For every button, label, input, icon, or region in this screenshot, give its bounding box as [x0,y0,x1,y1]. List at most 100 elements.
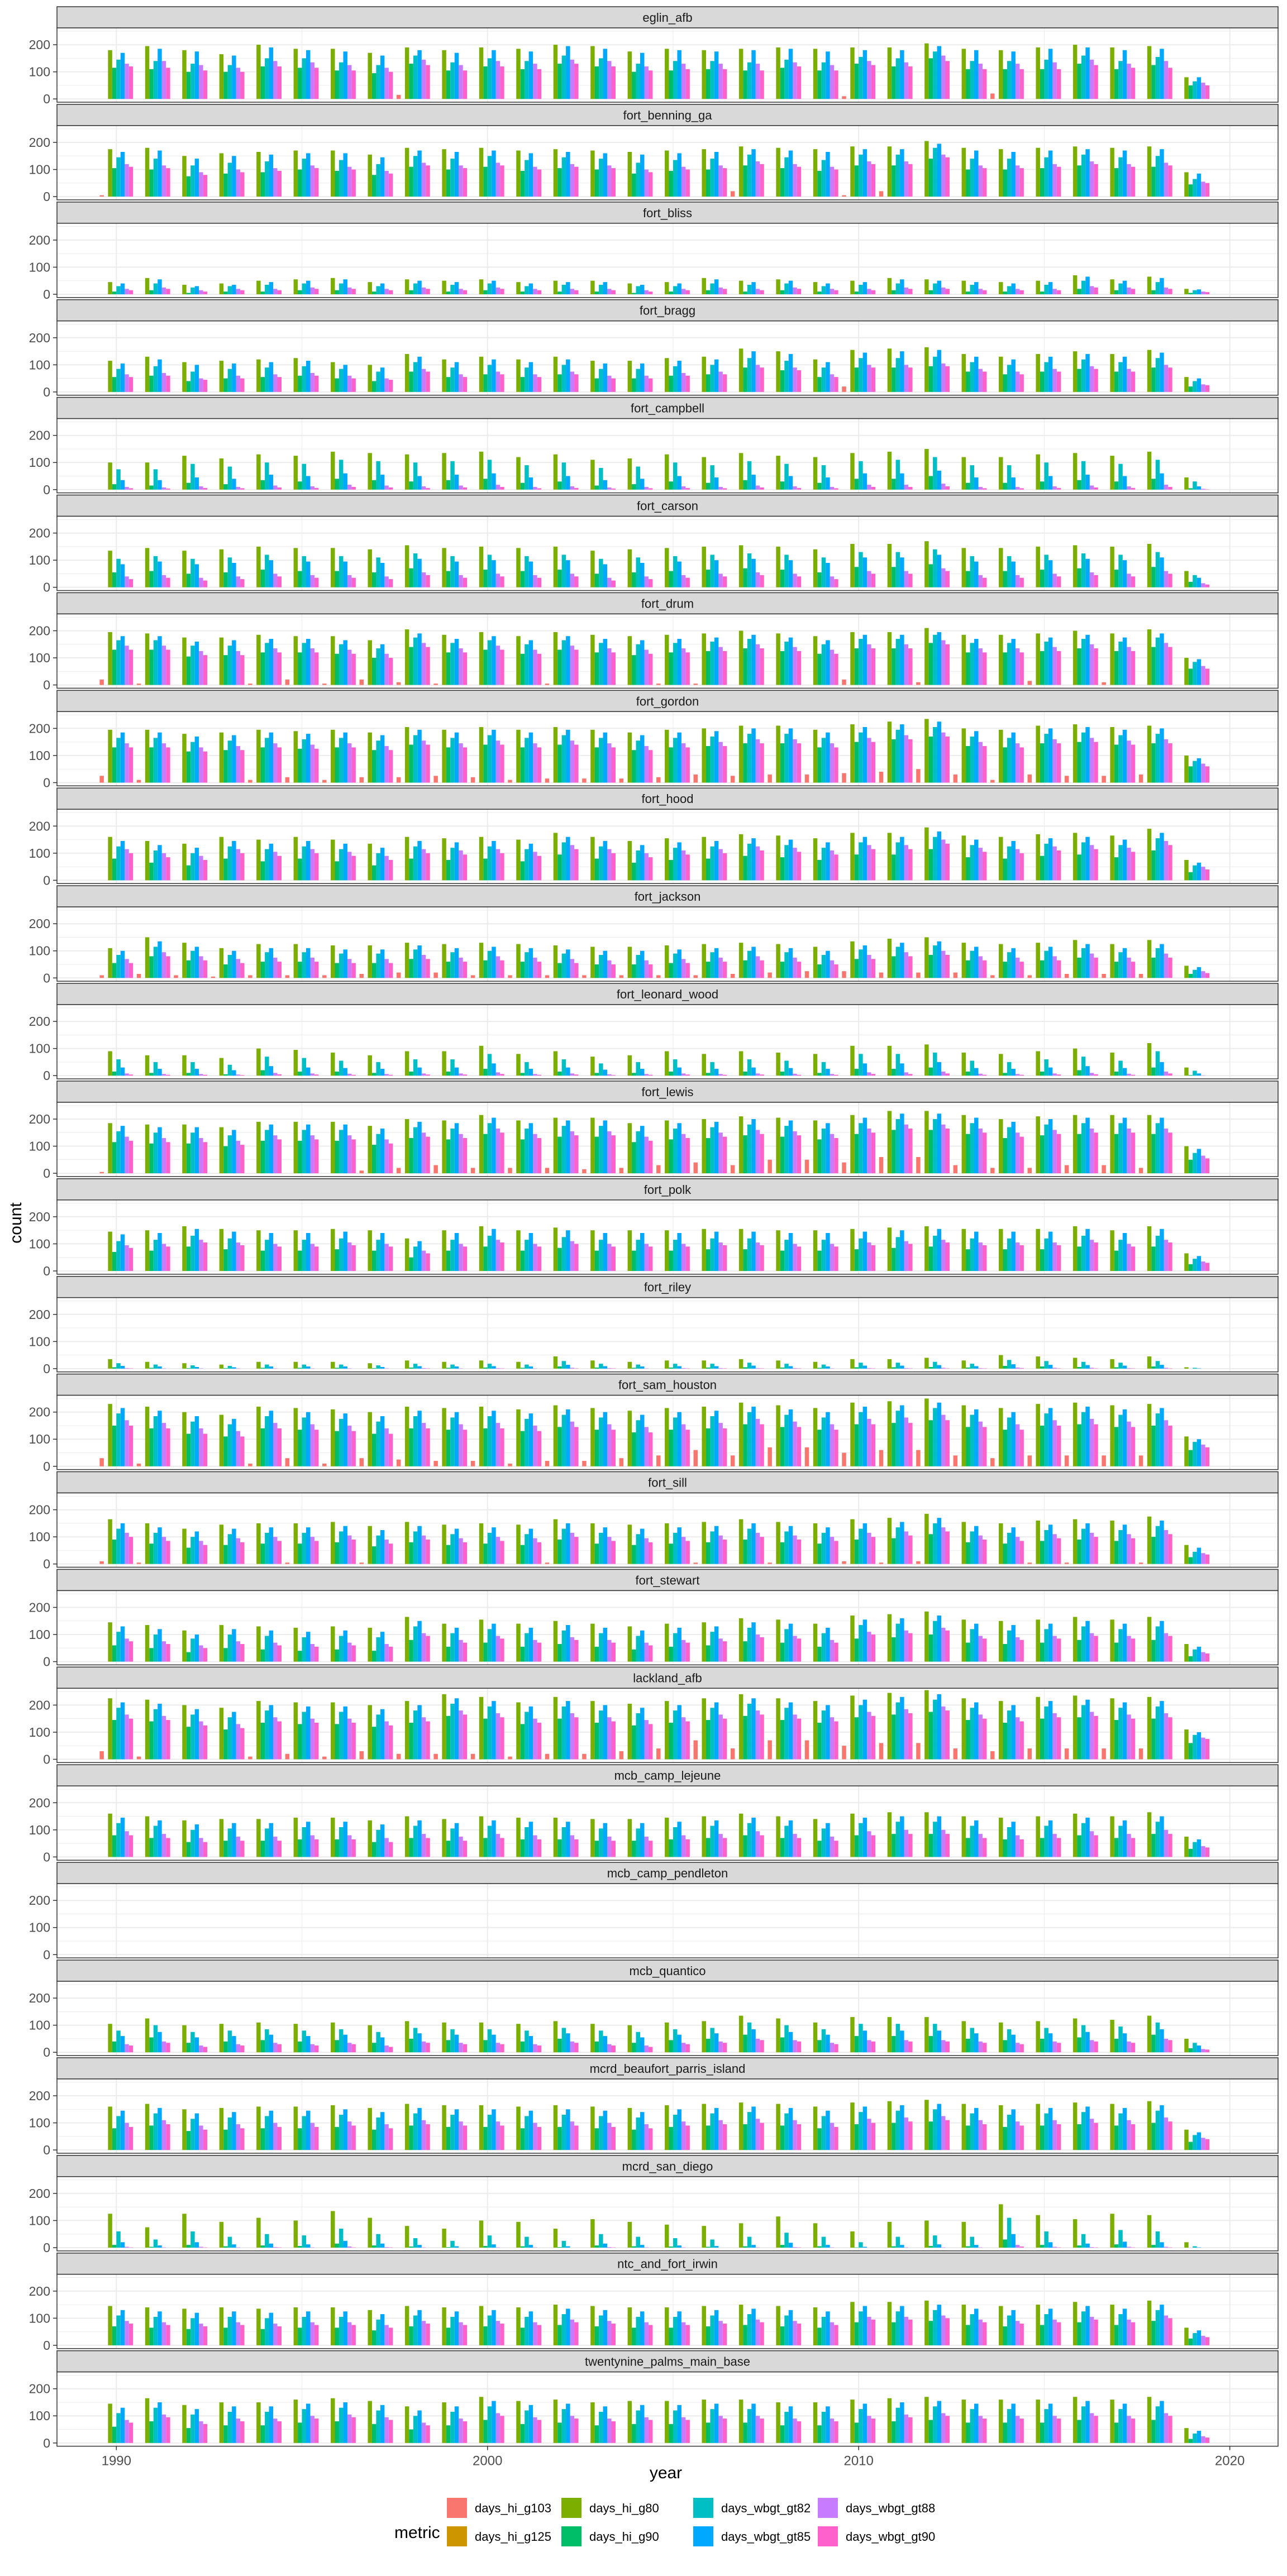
bar [1040,2125,1044,2150]
bar [492,1229,495,1271]
bar [1189,668,1193,685]
bar [822,2412,826,2443]
bar [723,576,727,587]
bar [496,646,500,685]
bar [529,2405,533,2443]
bar [557,2325,561,2345]
bar [380,1530,384,1564]
bar [855,165,859,197]
bar [389,72,393,99]
bar [822,1240,826,1271]
bar [863,1366,867,1369]
bar [978,2120,982,2150]
bar [1193,1259,1197,1271]
bar [516,457,520,490]
bar [789,2108,793,2150]
bar [1085,727,1089,783]
bar [525,952,528,978]
bar [1094,1636,1098,1661]
bar [867,1419,871,1466]
bar [1139,1168,1143,1173]
bar [121,2408,125,2443]
bar [970,643,974,685]
bar [240,290,244,294]
bar [1065,1165,1069,1174]
bar [924,541,928,587]
bar [195,1367,199,1369]
bar [723,962,727,978]
bar [702,837,706,881]
bar [384,1139,388,1173]
bar [702,944,706,978]
bar [417,2245,421,2248]
bar [121,1523,125,1564]
bar [99,1751,103,1760]
bar [256,1230,260,1271]
bar [1168,573,1172,587]
bar [896,2408,900,2443]
bar [223,291,227,294]
bar [335,963,339,978]
bar [372,1651,376,1661]
bar [121,636,125,685]
bar [822,738,826,782]
bar [718,647,722,685]
bar [459,2419,463,2443]
bar [529,948,533,978]
bar [1085,1621,1089,1662]
bar [628,1411,632,1466]
bar [376,1830,380,1857]
bar [784,464,788,490]
bar [285,680,289,685]
bar [941,733,945,783]
bar [417,357,421,392]
bar [904,1072,908,1076]
bar [681,2043,685,2052]
bar [129,963,133,978]
bar [888,1046,892,1076]
bar [892,367,895,392]
bar [1036,834,1040,881]
bar [149,1073,153,1076]
bar [203,2047,207,2052]
bar [747,1704,751,1760]
bar [1065,1562,1069,1564]
bar [500,576,504,587]
bar [516,1054,520,1076]
bar [1048,1119,1052,1173]
bar [1085,944,1089,978]
bar [125,1368,128,1369]
bar [162,1244,166,1271]
bar [677,1123,681,1173]
bar [743,1540,747,1564]
bar [116,2315,120,2345]
bar [1118,2314,1122,2345]
bar [1057,1538,1061,1564]
bar [182,1529,186,1564]
bar [1003,1366,1007,1369]
bar [983,168,986,197]
bar [723,1428,727,1466]
bar [797,167,801,197]
bar [924,1612,928,1662]
bar [426,575,430,587]
bar [557,1072,561,1076]
bar [859,1412,862,1466]
bar [718,1714,722,1759]
bar [1168,647,1172,685]
bar [479,1115,483,1173]
bar [488,951,492,978]
bar [149,956,153,978]
bar [322,780,326,783]
bar [125,487,128,490]
bar [145,1362,149,1369]
bar [533,374,537,392]
bar [867,2317,871,2345]
bar [557,374,561,392]
bar [557,2039,561,2052]
bar [826,563,830,587]
bar [751,728,755,782]
bar [826,1412,830,1466]
bar [187,1842,190,1857]
